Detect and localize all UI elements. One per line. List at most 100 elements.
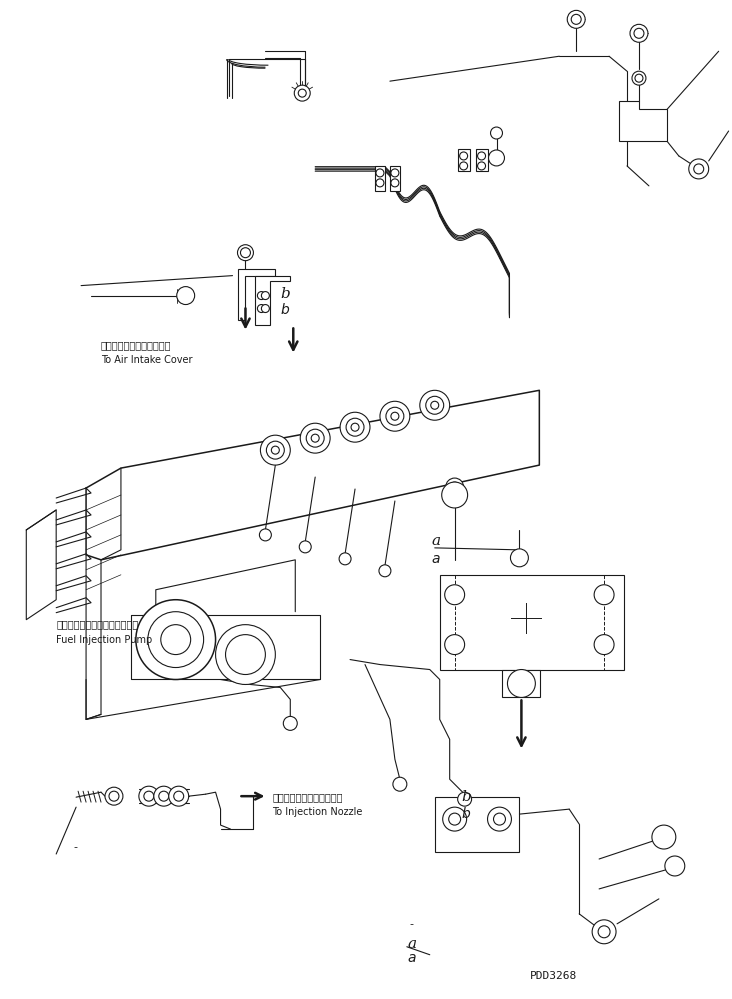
Circle shape — [339, 552, 351, 564]
Circle shape — [598, 926, 610, 938]
Bar — [375, 166, 385, 191]
Circle shape — [154, 786, 173, 806]
Text: a: a — [432, 533, 441, 547]
Circle shape — [567, 10, 585, 28]
Circle shape — [272, 447, 280, 455]
Circle shape — [261, 305, 269, 313]
Circle shape — [346, 419, 364, 437]
Circle shape — [393, 777, 407, 791]
Circle shape — [215, 624, 275, 684]
Text: インジェクションノズルへ: インジェクションノズルへ — [272, 792, 343, 802]
Circle shape — [258, 292, 266, 300]
Circle shape — [507, 669, 535, 697]
Circle shape — [490, 127, 502, 139]
Circle shape — [283, 716, 297, 730]
Circle shape — [635, 74, 643, 82]
Circle shape — [571, 14, 581, 24]
Polygon shape — [239, 269, 275, 321]
Text: a: a — [408, 951, 417, 965]
Text: Fuel Injection Pump: Fuel Injection Pump — [56, 634, 152, 644]
Circle shape — [488, 150, 504, 166]
Circle shape — [594, 634, 614, 654]
Circle shape — [176, 287, 195, 305]
Circle shape — [261, 292, 269, 300]
Circle shape — [294, 85, 310, 101]
Text: a: a — [408, 937, 417, 951]
Polygon shape — [619, 101, 667, 141]
Text: -: - — [73, 842, 77, 852]
Circle shape — [351, 424, 359, 432]
Circle shape — [443, 807, 466, 831]
Circle shape — [148, 611, 203, 667]
Circle shape — [109, 791, 119, 801]
Circle shape — [237, 245, 253, 261]
Bar — [502, 669, 540, 697]
Circle shape — [144, 791, 154, 801]
Circle shape — [445, 584, 465, 604]
Circle shape — [632, 71, 646, 85]
Circle shape — [376, 179, 384, 187]
Circle shape — [477, 152, 485, 160]
Circle shape — [652, 825, 676, 849]
Circle shape — [460, 162, 468, 170]
Circle shape — [445, 634, 465, 654]
Circle shape — [340, 413, 370, 443]
Circle shape — [430, 402, 438, 410]
Circle shape — [477, 162, 485, 170]
Circle shape — [493, 813, 506, 825]
Circle shape — [266, 442, 284, 460]
Text: b: b — [280, 287, 290, 301]
Circle shape — [159, 791, 169, 801]
Circle shape — [298, 89, 306, 97]
Circle shape — [379, 564, 391, 576]
Circle shape — [391, 179, 399, 187]
Bar — [458, 149, 470, 171]
Circle shape — [105, 787, 123, 805]
Circle shape — [259, 528, 272, 540]
Circle shape — [306, 430, 324, 448]
Circle shape — [391, 169, 399, 177]
Circle shape — [225, 634, 266, 674]
Circle shape — [446, 479, 463, 497]
Circle shape — [311, 435, 319, 443]
Circle shape — [391, 413, 399, 421]
Circle shape — [441, 483, 468, 507]
Bar — [435, 797, 520, 852]
Circle shape — [426, 397, 444, 415]
Circle shape — [376, 169, 384, 177]
Polygon shape — [255, 276, 291, 326]
Circle shape — [136, 599, 215, 679]
Circle shape — [665, 856, 684, 876]
Text: To Air Intake Cover: To Air Intake Cover — [101, 356, 193, 366]
Text: To Injection Nozzle: To Injection Nozzle — [272, 807, 363, 817]
Circle shape — [689, 159, 709, 179]
Text: a: a — [432, 551, 440, 565]
Circle shape — [258, 305, 266, 313]
Circle shape — [592, 920, 616, 944]
Text: PDD3268: PDD3268 — [529, 971, 577, 981]
Circle shape — [380, 402, 410, 432]
Text: b: b — [462, 807, 471, 821]
Circle shape — [634, 28, 644, 38]
Text: フェルインジェクションポンプ: フェルインジェクションポンプ — [56, 619, 138, 629]
Text: -: - — [410, 919, 414, 929]
Circle shape — [460, 152, 468, 160]
Bar — [390, 166, 400, 191]
Circle shape — [241, 248, 250, 258]
Circle shape — [694, 164, 703, 174]
Text: b: b — [462, 790, 471, 804]
Circle shape — [510, 548, 529, 566]
Circle shape — [630, 24, 648, 42]
Circle shape — [386, 408, 404, 426]
Circle shape — [261, 436, 291, 466]
Bar — [476, 149, 488, 171]
Bar — [440, 574, 624, 669]
Circle shape — [173, 791, 184, 801]
Circle shape — [488, 807, 512, 831]
Circle shape — [139, 786, 159, 806]
Circle shape — [449, 483, 460, 493]
Circle shape — [419, 391, 449, 421]
Circle shape — [300, 424, 330, 454]
Circle shape — [169, 786, 189, 806]
Circle shape — [299, 540, 311, 552]
